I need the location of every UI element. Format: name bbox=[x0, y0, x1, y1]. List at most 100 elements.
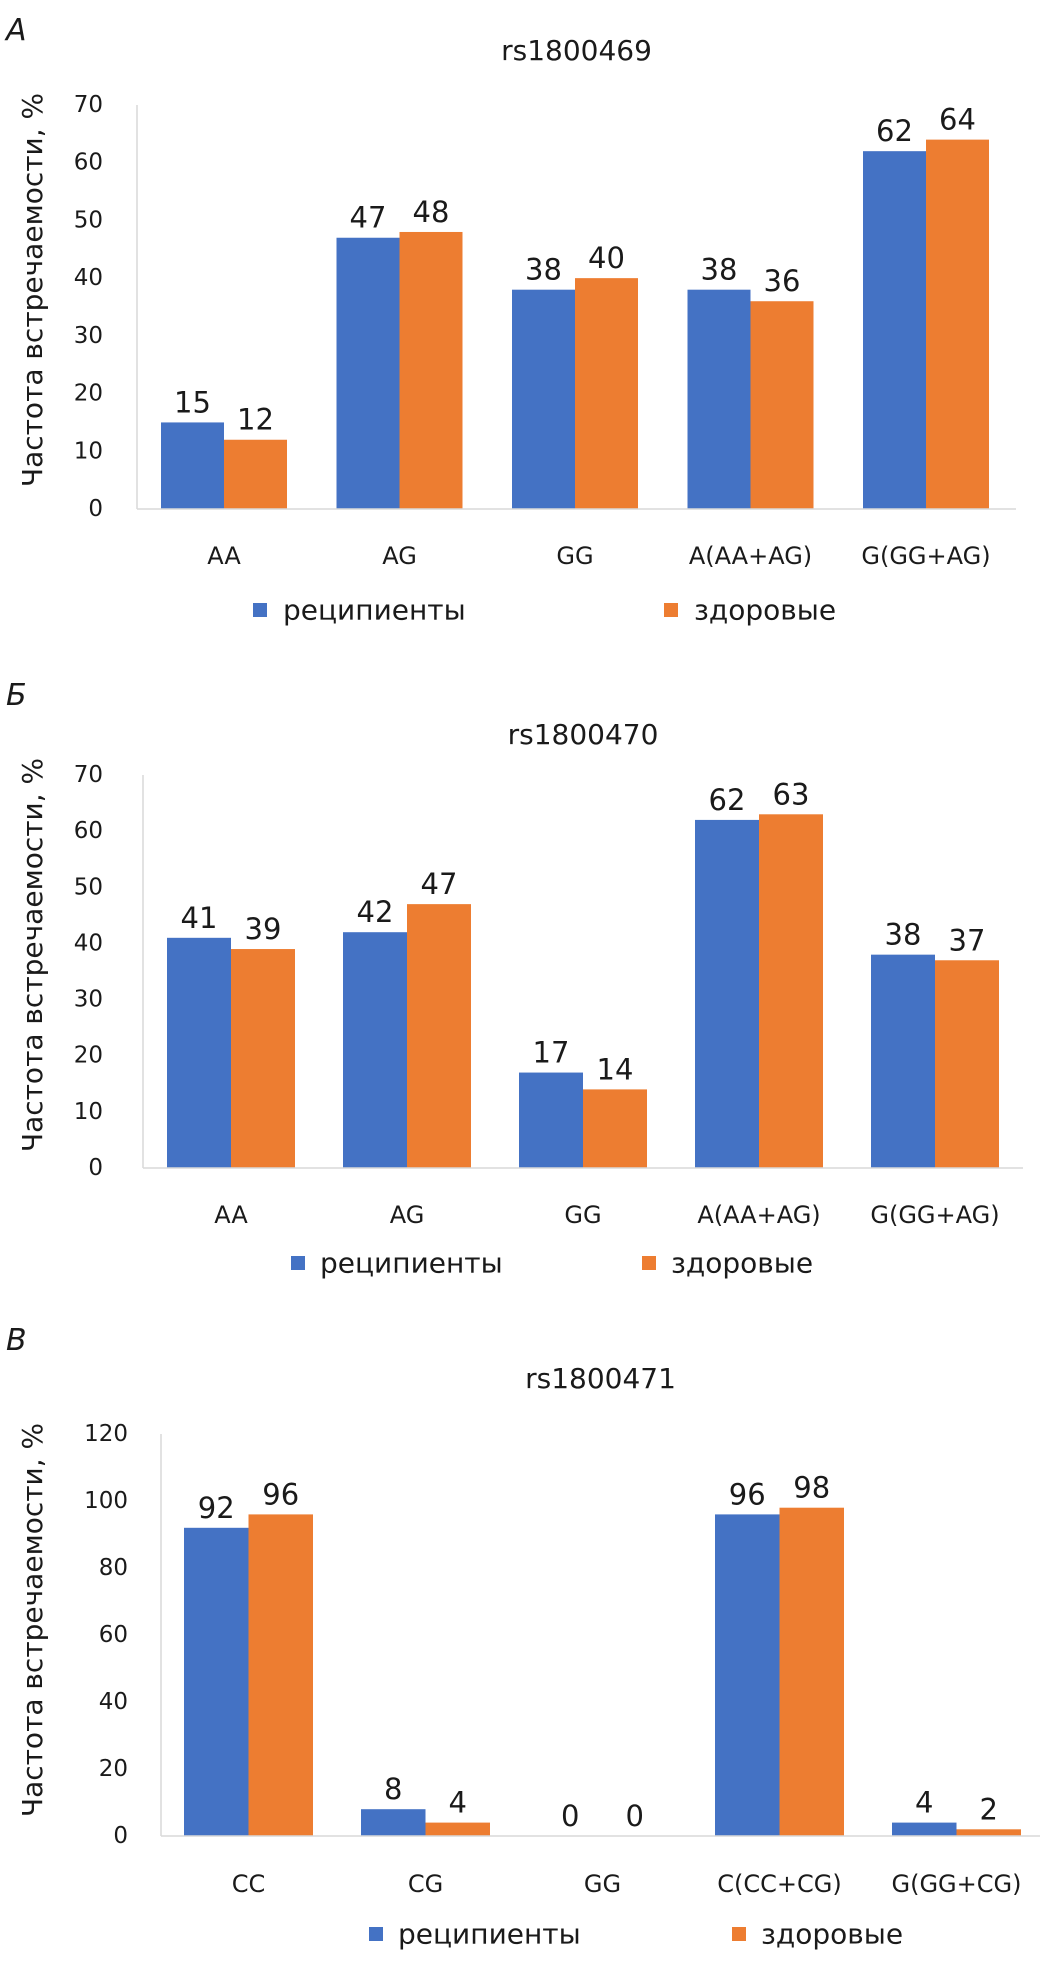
y-tick-label: 30 bbox=[74, 987, 103, 1013]
y-tick-label: 70 bbox=[74, 762, 103, 788]
data-label: 96 bbox=[262, 1477, 299, 1511]
bar-healthy bbox=[575, 278, 638, 509]
bar-recipients bbox=[863, 151, 926, 509]
data-label: 47 bbox=[350, 201, 387, 235]
x-tick-label: C(CC+CG) bbox=[717, 1870, 841, 1898]
bar-healthy bbox=[779, 1507, 844, 1836]
data-label: 39 bbox=[245, 912, 282, 946]
data-label: 42 bbox=[357, 895, 394, 929]
y-tick-label: 30 bbox=[74, 323, 103, 349]
bar-recipients bbox=[715, 1514, 780, 1836]
x-tick-label: GG bbox=[564, 1201, 601, 1229]
data-label: 38 bbox=[885, 918, 922, 952]
bar-healthy bbox=[248, 1514, 313, 1836]
legend-label-recipients: реципиенты bbox=[398, 1918, 581, 1951]
data-label: 2 bbox=[980, 1792, 998, 1826]
bar-recipients bbox=[892, 1822, 957, 1836]
data-label: 64 bbox=[939, 103, 976, 137]
y-tick-label: 80 bbox=[99, 1555, 128, 1581]
x-tick-label: GG bbox=[584, 1870, 621, 1898]
panel-label: В bbox=[6, 1323, 27, 1358]
bar-healthy bbox=[224, 439, 287, 509]
data-label: 63 bbox=[773, 777, 810, 811]
data-label: 92 bbox=[198, 1491, 235, 1525]
x-tick-label: G(GG+AG) bbox=[870, 1201, 999, 1229]
data-label: 38 bbox=[701, 253, 738, 287]
data-label: 14 bbox=[597, 1052, 634, 1086]
bar-healthy bbox=[759, 814, 823, 1168]
data-label: 15 bbox=[174, 385, 211, 419]
legend-marker-healthy bbox=[664, 603, 678, 617]
x-tick-label: A(AA+AG) bbox=[697, 1201, 820, 1229]
data-label: 62 bbox=[709, 783, 746, 817]
x-tick-label: A(AA+AG) bbox=[689, 542, 812, 570]
x-tick-label: G(GG+AG) bbox=[861, 542, 990, 570]
legend-marker-recipients bbox=[253, 603, 267, 617]
data-label: 98 bbox=[793, 1471, 830, 1505]
bar-healthy bbox=[750, 301, 814, 509]
y-tick-label: 120 bbox=[84, 1421, 128, 1447]
data-label: 41 bbox=[181, 901, 218, 935]
bar-healthy bbox=[231, 949, 295, 1168]
panel-label: Б bbox=[6, 678, 27, 713]
bar-healthy bbox=[583, 1089, 647, 1168]
bar-recipients bbox=[161, 422, 224, 509]
y-tick-label: 60 bbox=[74, 818, 103, 844]
bar-healthy bbox=[407, 904, 471, 1168]
bar-recipients bbox=[871, 954, 935, 1168]
data-label: 47 bbox=[421, 867, 458, 901]
panel-label: А bbox=[4, 13, 27, 48]
bar-recipients bbox=[361, 1809, 426, 1836]
x-tick-label: AA bbox=[207, 542, 241, 570]
data-label: 62 bbox=[876, 114, 913, 148]
legend-marker-recipients bbox=[369, 1927, 383, 1941]
bar-healthy bbox=[956, 1829, 1021, 1836]
data-label: 36 bbox=[764, 264, 801, 298]
y-tick-label: 0 bbox=[88, 1155, 103, 1181]
data-label: 4 bbox=[449, 1786, 467, 1820]
y-tick-label: 10 bbox=[74, 1099, 103, 1125]
data-label: 48 bbox=[413, 195, 450, 229]
x-tick-label: CC bbox=[232, 1870, 266, 1898]
y-tick-label: 40 bbox=[74, 930, 103, 956]
y-tick-label: 20 bbox=[74, 1043, 103, 1069]
y-tick-label: 60 bbox=[99, 1622, 128, 1648]
legend-label-healthy: здоровые bbox=[694, 594, 836, 627]
x-tick-label: G(GG+CG) bbox=[892, 1870, 1022, 1898]
data-label: 8 bbox=[384, 1772, 402, 1806]
bar-healthy bbox=[425, 1822, 490, 1836]
data-label: 17 bbox=[533, 1036, 570, 1070]
data-label: 37 bbox=[949, 923, 986, 957]
y-tick-label: 50 bbox=[74, 207, 103, 233]
bar-recipients bbox=[512, 289, 575, 509]
legend-marker-recipients bbox=[291, 1256, 305, 1270]
legend-marker-healthy bbox=[732, 1927, 746, 1941]
y-tick-label: 10 bbox=[74, 438, 103, 464]
bar-healthy bbox=[926, 139, 989, 509]
bar-recipients bbox=[687, 289, 751, 509]
bar-recipients bbox=[519, 1072, 583, 1168]
bar-healthy bbox=[935, 960, 999, 1168]
legend-label-recipients: реципиенты bbox=[320, 1247, 503, 1280]
x-tick-label: GG bbox=[556, 542, 593, 570]
y-axis-title: Частота встречаемости, % bbox=[16, 1423, 49, 1817]
legend-label-healthy: здоровые bbox=[671, 1247, 813, 1280]
data-label: 38 bbox=[525, 253, 562, 287]
y-tick-label: 20 bbox=[99, 1756, 128, 1782]
y-tick-label: 100 bbox=[84, 1488, 128, 1514]
x-tick-label: CG bbox=[408, 1870, 443, 1898]
bar-recipients bbox=[343, 932, 407, 1168]
bar-recipients bbox=[336, 237, 400, 509]
chart-title: rs1800471 bbox=[525, 1362, 676, 1395]
x-tick-label: AA bbox=[214, 1201, 248, 1229]
data-label: 0 bbox=[626, 1799, 644, 1833]
legend-marker-healthy bbox=[642, 1256, 656, 1270]
bar-healthy bbox=[399, 231, 463, 509]
data-label: 0 bbox=[561, 1799, 579, 1833]
y-axis-title: Частота встречаемости, % bbox=[16, 93, 49, 487]
y-axis-title: Частота встречаемости, % bbox=[16, 758, 49, 1152]
